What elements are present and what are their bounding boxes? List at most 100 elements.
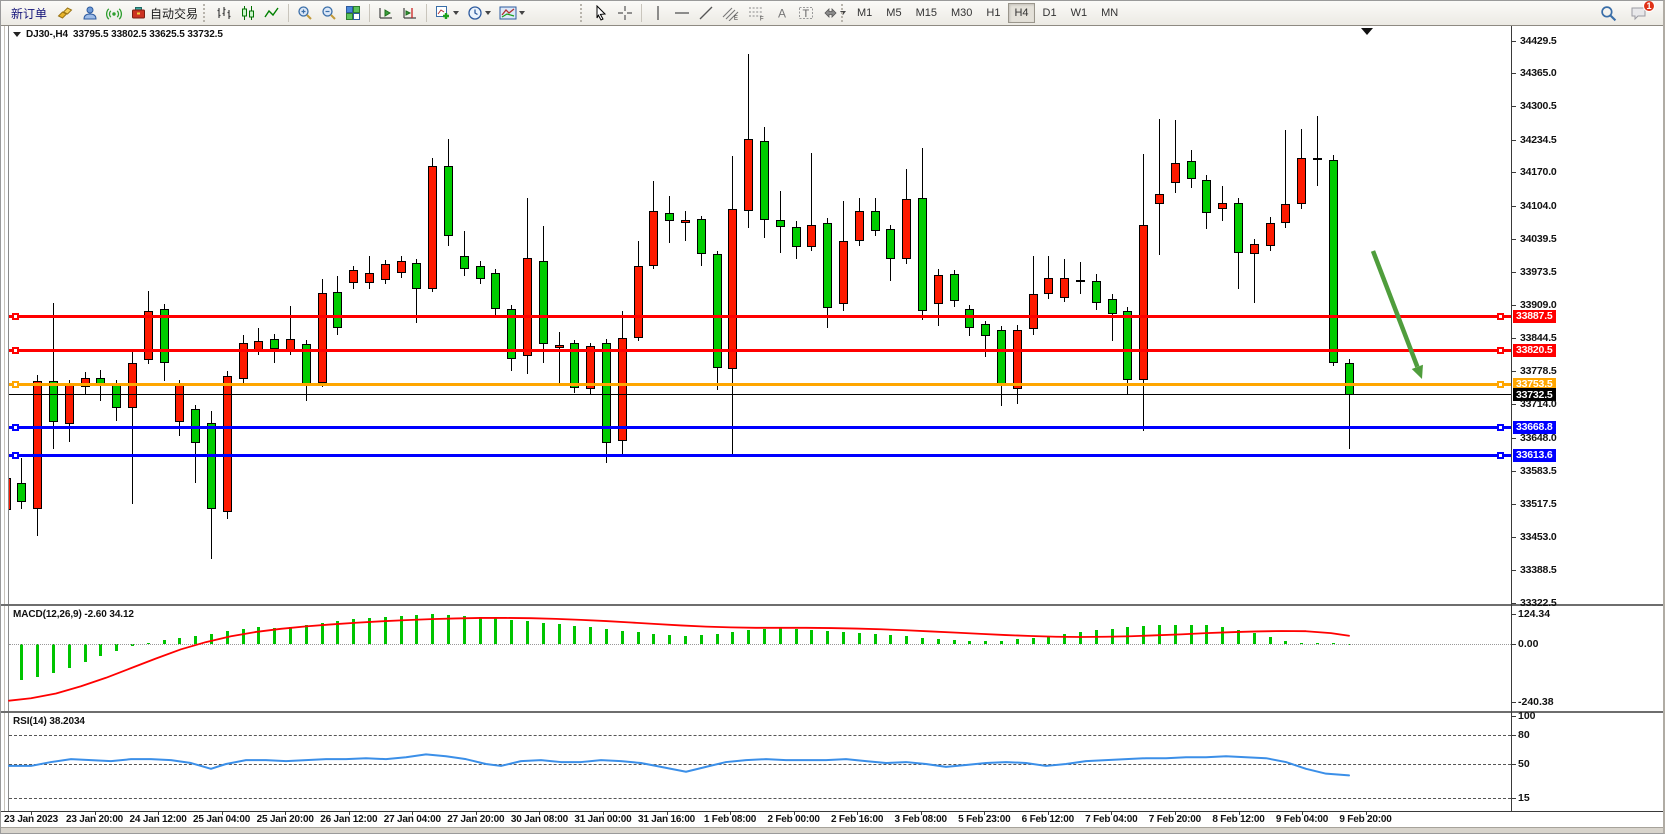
candle-wick bbox=[985, 320, 987, 357]
text-label-tool-button[interactable]: T bbox=[795, 3, 817, 23]
timeframe-button-W1[interactable]: W1 bbox=[1070, 7, 1088, 19]
horizontal-line-icon bbox=[675, 12, 689, 14]
new-order-button[interactable]: 新订单 bbox=[11, 6, 48, 21]
text-tool-button[interactable]: A bbox=[771, 3, 793, 23]
crosshair-tool-button[interactable] bbox=[614, 3, 636, 23]
level-line-handle[interactable] bbox=[12, 380, 19, 388]
tile-windows-button[interactable] bbox=[342, 3, 364, 23]
candle-body bbox=[601, 343, 611, 443]
chart-shift-button[interactable] bbox=[399, 3, 421, 23]
level-line-handle[interactable] bbox=[1497, 423, 1504, 431]
horizontal-level-line[interactable] bbox=[9, 425, 1511, 429]
candle-wick bbox=[368, 255, 370, 290]
toolbar-grip[interactable] bbox=[841, 4, 846, 22]
bar-chart-type-button[interactable] bbox=[213, 3, 235, 23]
profile-icon[interactable] bbox=[79, 3, 101, 23]
panel-separator[interactable] bbox=[1, 711, 1663, 713]
search-button[interactable] bbox=[1597, 3, 1620, 23]
time-axis[interactable] bbox=[1, 811, 1663, 827]
timeframe-button-M1[interactable]: M1 bbox=[857, 7, 873, 19]
time-axis-tick bbox=[602, 811, 604, 815]
arrows-tool-button[interactable] bbox=[819, 3, 849, 23]
macd-histogram-bar bbox=[241, 628, 245, 644]
candle-body bbox=[917, 198, 927, 312]
svg-text:A: A bbox=[778, 7, 786, 21]
timeframe-button-M15[interactable]: M15 bbox=[915, 7, 937, 19]
level-line-handle[interactable] bbox=[12, 312, 19, 320]
line-chart-type-button[interactable] bbox=[261, 3, 283, 23]
macd-histogram-bar bbox=[446, 614, 450, 644]
horizontal-level-line[interactable] bbox=[9, 382, 1511, 386]
level-line-handle[interactable] bbox=[12, 346, 19, 354]
level-line-handle[interactable] bbox=[1497, 451, 1504, 459]
candle-body bbox=[791, 227, 801, 248]
macd-histogram-bar bbox=[115, 644, 119, 651]
time-axis-label: 31 Jan 16:00 bbox=[637, 814, 696, 825]
svg-text:T: T bbox=[803, 8, 810, 20]
candle-body bbox=[159, 309, 169, 363]
candle-body bbox=[902, 199, 912, 260]
vertical-line-tool-button[interactable] bbox=[647, 3, 669, 23]
auto-trading-button[interactable]: 自动交易 bbox=[127, 3, 201, 23]
zoom-out-button[interactable] bbox=[318, 3, 340, 23]
timeframe-button-H1[interactable]: H1 bbox=[986, 7, 1001, 19]
candle-body bbox=[1265, 223, 1275, 247]
level-line-handle[interactable] bbox=[12, 423, 19, 431]
equidistant-channel-tool-button[interactable]: E bbox=[719, 3, 743, 23]
macd-panel[interactable]: MACD(12,26,9) -2.60 34.12 bbox=[9, 606, 1511, 711]
timeframe-button-MN[interactable]: MN bbox=[1101, 7, 1119, 19]
fibonacci-tool-button[interactable]: F bbox=[745, 3, 769, 23]
signal-icon[interactable] bbox=[103, 3, 125, 23]
time-axis-tick bbox=[857, 811, 859, 815]
price-axis-tick bbox=[1511, 272, 1516, 274]
timeframe-button-D1[interactable]: D1 bbox=[1042, 7, 1057, 19]
svg-text:F: F bbox=[760, 17, 764, 22]
panel-separator[interactable] bbox=[1, 604, 1663, 606]
time-axis-tick bbox=[221, 811, 223, 815]
zoom-in-button[interactable] bbox=[294, 3, 316, 23]
rsi-level-dashed-line bbox=[9, 764, 1511, 765]
horizontal-level-line[interactable] bbox=[9, 453, 1511, 457]
candle-body bbox=[838, 241, 848, 304]
candle-body bbox=[744, 139, 754, 211]
toolbar-grip[interactable] bbox=[203, 4, 208, 22]
timeframe-button-M30[interactable]: M30 bbox=[950, 7, 973, 19]
level-line-handle[interactable] bbox=[1497, 380, 1504, 388]
templates-caret[interactable] bbox=[519, 11, 525, 15]
periods-button[interactable] bbox=[464, 3, 494, 23]
horizontal-level-line[interactable] bbox=[9, 314, 1511, 318]
horizontal-level-line[interactable] bbox=[9, 348, 1511, 352]
timeframe-button-H4[interactable]: H4 bbox=[1008, 3, 1035, 23]
gold-ingots-icon[interactable] bbox=[54, 3, 77, 23]
chart-menu-triangle-icon[interactable] bbox=[13, 32, 21, 37]
toolbar-separator bbox=[369, 4, 370, 22]
trendline-tool-button[interactable] bbox=[695, 3, 717, 23]
candlestick-chart-type-button[interactable] bbox=[237, 3, 259, 23]
time-axis-label: 30 Jan 08:00 bbox=[510, 814, 568, 825]
rsi-panel[interactable]: RSI(14) 38.2034 bbox=[9, 713, 1511, 811]
auto-scroll-button[interactable] bbox=[375, 3, 397, 23]
cursor-tool-button[interactable] bbox=[590, 3, 612, 23]
templates-button[interactable] bbox=[496, 3, 528, 23]
level-line-handle[interactable] bbox=[1497, 346, 1504, 354]
macd-histogram-bar bbox=[683, 635, 687, 644]
price-axis-label: 33648.0 bbox=[1520, 431, 1557, 444]
macd-histogram-bar bbox=[620, 630, 624, 644]
time-marker-icon[interactable] bbox=[1361, 28, 1373, 35]
candle-wick bbox=[52, 303, 54, 449]
notifications-button[interactable]: 1 bbox=[1627, 1, 1655, 23]
add-indicator-caret[interactable] bbox=[453, 11, 459, 15]
add-indicator-button[interactable] bbox=[432, 3, 462, 23]
arrows-caret[interactable] bbox=[840, 11, 846, 15]
horizontal-line-tool-button[interactable] bbox=[671, 3, 693, 23]
price-axis-label: 34234.5 bbox=[1520, 133, 1557, 146]
level-line-handle[interactable] bbox=[1497, 312, 1504, 320]
time-axis-label: 27 Jan 04:00 bbox=[383, 814, 441, 825]
price-axis-label: 33778.5 bbox=[1520, 365, 1557, 378]
toolbar-grip[interactable] bbox=[580, 4, 585, 22]
level-line-handle[interactable] bbox=[12, 451, 19, 459]
horizontal-level-line[interactable] bbox=[9, 394, 1511, 396]
timeframe-button-M5[interactable]: M5 bbox=[886, 7, 902, 19]
macd-histogram-bar bbox=[905, 636, 909, 644]
periods-caret[interactable] bbox=[485, 11, 491, 15]
